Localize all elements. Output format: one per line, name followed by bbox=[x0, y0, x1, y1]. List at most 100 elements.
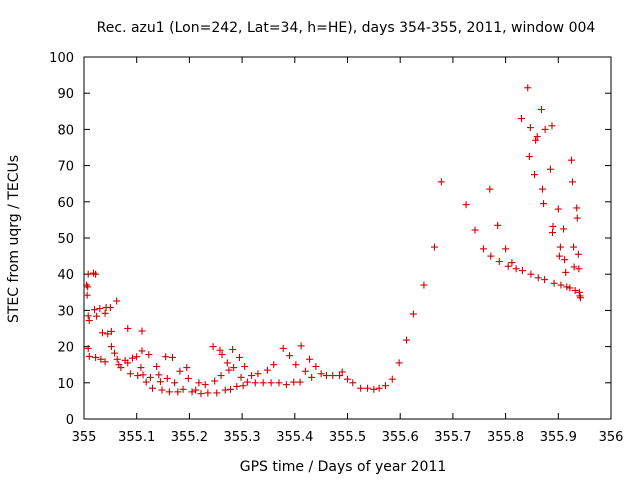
data-point bbox=[282, 381, 290, 389]
data-point bbox=[576, 294, 584, 302]
data-point bbox=[251, 379, 259, 387]
data-point bbox=[336, 372, 344, 380]
y-tick-label: 30 bbox=[57, 304, 74, 319]
data-point bbox=[145, 351, 153, 359]
data-point bbox=[279, 344, 287, 352]
data-point bbox=[209, 343, 217, 351]
y-tick-label: 20 bbox=[57, 341, 74, 356]
data-point bbox=[137, 364, 145, 372]
data-point bbox=[221, 386, 229, 394]
data-point bbox=[163, 374, 171, 382]
x-tick-label: 355.6 bbox=[382, 430, 419, 445]
data-point bbox=[134, 372, 142, 380]
data-point bbox=[229, 345, 237, 353]
data-point bbox=[84, 312, 92, 320]
data-point bbox=[183, 364, 191, 372]
data-point bbox=[301, 367, 309, 375]
x-tick-label: 355.2 bbox=[171, 430, 208, 445]
data-point bbox=[84, 283, 92, 291]
y-tick-label: 50 bbox=[57, 232, 74, 247]
data-point bbox=[541, 125, 549, 133]
data-point bbox=[149, 384, 157, 392]
data-point bbox=[97, 355, 105, 363]
data-point bbox=[233, 382, 241, 390]
data-point bbox=[375, 384, 383, 392]
data-point bbox=[156, 378, 164, 386]
data-point bbox=[241, 363, 249, 371]
data-point bbox=[471, 226, 479, 234]
data-point bbox=[549, 222, 557, 230]
data-point bbox=[98, 329, 106, 337]
data-point bbox=[560, 225, 568, 233]
data-point bbox=[573, 214, 581, 222]
data-point bbox=[364, 384, 372, 392]
y-axis-label: STEC from uqrg / TECUs bbox=[6, 155, 22, 323]
data-point bbox=[243, 378, 251, 386]
data-point bbox=[111, 349, 119, 357]
data-point bbox=[124, 325, 132, 332]
data-point bbox=[306, 355, 314, 363]
x-tick-label: 355.3 bbox=[223, 430, 260, 445]
data-point bbox=[292, 361, 300, 369]
data-point bbox=[195, 379, 203, 387]
data-point bbox=[142, 378, 150, 386]
data-point bbox=[569, 178, 577, 186]
data-point bbox=[575, 265, 583, 273]
data-point bbox=[201, 381, 209, 389]
data-point bbox=[218, 351, 226, 359]
data-point bbox=[197, 390, 205, 398]
data-point bbox=[494, 221, 502, 229]
data-point bbox=[567, 156, 575, 164]
data-point bbox=[138, 327, 146, 335]
data-point bbox=[508, 259, 516, 267]
data-point bbox=[259, 379, 267, 387]
data-point bbox=[92, 353, 100, 361]
x-tick-label: 355 bbox=[72, 430, 97, 445]
data-point bbox=[227, 385, 235, 393]
data-point bbox=[176, 367, 184, 375]
data-point bbox=[571, 286, 579, 294]
data-point bbox=[133, 353, 141, 361]
data-point bbox=[574, 250, 582, 258]
data-point bbox=[192, 386, 200, 394]
data-point bbox=[171, 379, 179, 387]
data-point bbox=[344, 375, 351, 383]
data-point bbox=[117, 364, 125, 372]
x-tick-label: 355.7 bbox=[434, 430, 471, 445]
data-point bbox=[566, 284, 574, 292]
data-point bbox=[317, 370, 325, 378]
data-point bbox=[322, 372, 330, 380]
data-point bbox=[409, 310, 417, 318]
y-tick-label: 0 bbox=[66, 413, 74, 428]
data-point bbox=[91, 306, 99, 314]
data-point bbox=[562, 268, 570, 276]
data-point bbox=[527, 270, 535, 278]
data-point bbox=[139, 371, 147, 379]
data-point bbox=[486, 185, 494, 193]
data-point bbox=[495, 258, 503, 266]
data-point bbox=[101, 358, 109, 366]
y-tick-label: 70 bbox=[57, 160, 74, 175]
data-point bbox=[248, 372, 256, 380]
data-point bbox=[502, 245, 510, 253]
data-point bbox=[537, 105, 545, 113]
data-point bbox=[106, 304, 114, 312]
data-point bbox=[329, 372, 337, 380]
data-point bbox=[550, 279, 558, 287]
data-point bbox=[254, 370, 262, 378]
y-tick-label: 60 bbox=[57, 196, 74, 211]
data-point bbox=[549, 229, 557, 237]
data-point bbox=[557, 281, 565, 289]
data-point bbox=[96, 305, 104, 313]
data-point bbox=[85, 317, 93, 325]
data-point bbox=[223, 359, 231, 367]
data-point bbox=[395, 359, 403, 367]
data-point bbox=[286, 352, 294, 360]
data-point bbox=[93, 312, 101, 320]
data-point bbox=[540, 200, 548, 208]
data-point bbox=[570, 263, 578, 271]
data-point bbox=[126, 370, 134, 378]
x-tick-label: 356 bbox=[599, 430, 624, 445]
x-tick-label: 355.4 bbox=[276, 430, 313, 445]
